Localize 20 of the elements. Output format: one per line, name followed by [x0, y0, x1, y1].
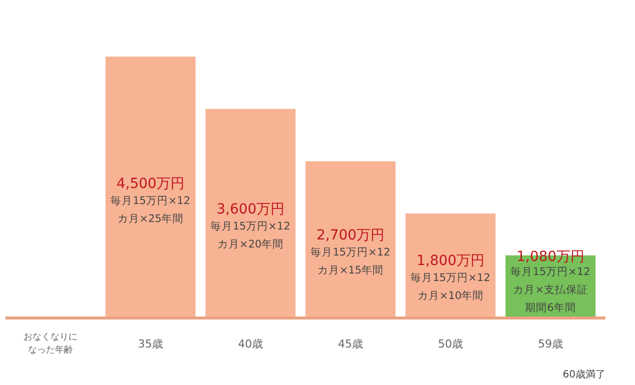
bar	[106, 56, 196, 318]
data-label: 2,700万円	[316, 227, 385, 244]
data-label: 3,600万円	[216, 202, 285, 218]
x-tick-label: 50歳	[438, 338, 463, 351]
x-tick-label: 59歳	[538, 338, 563, 351]
data-label: 1,800万円	[416, 252, 485, 269]
bar	[406, 213, 496, 318]
x-tick-label: 40歳	[238, 338, 263, 351]
data-label: 4,500万円	[116, 176, 185, 192]
annotation: 毎月15万円×12カ月×20年間	[210, 220, 290, 251]
bar	[206, 108, 296, 318]
annotation: 毎月15万円×12カ月×支払保証期間6年間	[510, 266, 590, 314]
annotation: 毎月15万円×12カ月×10年間	[410, 272, 490, 302]
x-tick-label: 45歳	[338, 338, 363, 351]
annotation: 毎月15万円×12カ月×25年間	[110, 195, 190, 226]
x-tick-label: 35歳	[138, 338, 163, 351]
bar	[306, 161, 396, 318]
x-axis-title: おなくなりになった年齢	[24, 332, 78, 356]
text: 60歳満了	[562, 368, 606, 380]
annotation: 毎月15万円×12カ月×15年間	[310, 246, 390, 276]
